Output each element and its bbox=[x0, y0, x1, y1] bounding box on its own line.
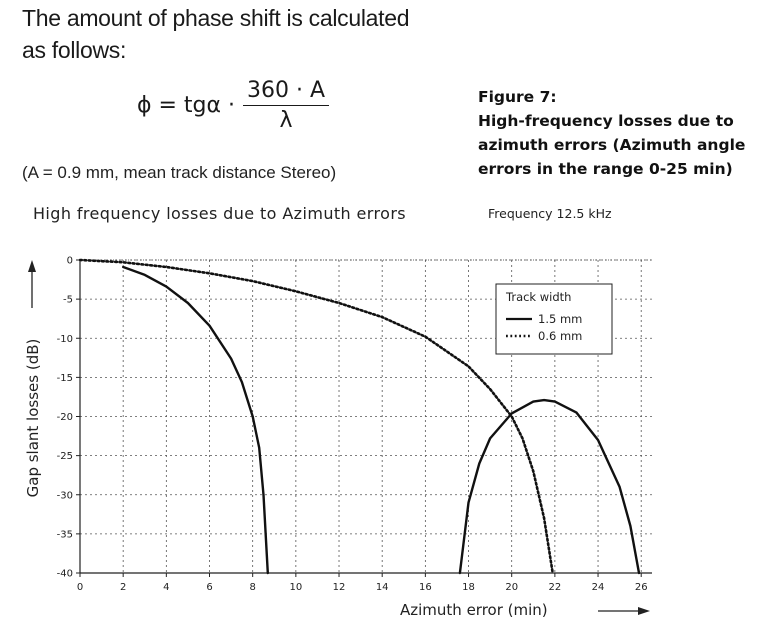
x-tick-label: 12 bbox=[333, 582, 346, 593]
caption-line-2: High-frequency losses due to bbox=[478, 112, 734, 130]
legend-label: 0.6 mm bbox=[538, 329, 582, 343]
figure-caption: Figure 7: High-frequency losses due to a… bbox=[478, 85, 745, 181]
formula-numerator: 360 · A bbox=[243, 78, 330, 106]
y-tick-label: -10 bbox=[57, 334, 73, 345]
series-line-1-5mm bbox=[458, 398, 641, 575]
x-axis-arrow-head bbox=[638, 607, 650, 615]
y-tick-label: -30 bbox=[57, 490, 73, 501]
y-tick-label: -25 bbox=[57, 451, 73, 462]
intro-line-2: as follows: bbox=[22, 37, 127, 63]
x-tick-label: 20 bbox=[505, 582, 518, 593]
caption-line-4: errors in the range 0-25 min) bbox=[478, 160, 733, 178]
formula-fraction: 360 · A λ bbox=[243, 78, 330, 133]
x-tick-label: 14 bbox=[376, 582, 389, 593]
phase-formula: ϕ = tgα · 360 · A λ bbox=[137, 78, 330, 133]
x-tick-label: 16 bbox=[419, 582, 432, 593]
intro-line-1: The amount of phase shift is calculated bbox=[22, 5, 410, 31]
y-tick-label: -15 bbox=[57, 373, 73, 384]
y-tick-label: -40 bbox=[57, 569, 73, 580]
x-tick-label: 10 bbox=[289, 582, 302, 593]
series-line-1-5mm bbox=[122, 265, 269, 575]
y-tick-label: -35 bbox=[57, 529, 73, 540]
chart-grid bbox=[80, 259, 652, 573]
x-tick-label: 24 bbox=[592, 582, 605, 593]
chart-axis-labels: Azimuth error (min) Gap slant losses (dB) bbox=[24, 260, 650, 619]
y-axis-label: Gap slant losses (dB) bbox=[24, 339, 42, 498]
x-tick-label: 22 bbox=[549, 582, 562, 593]
y-tick-label: -5 bbox=[63, 295, 73, 306]
chart-series bbox=[78, 258, 641, 575]
series-line-0-6mm bbox=[78, 258, 554, 575]
intro-text: The amount of phase shift is calculated … bbox=[22, 2, 410, 66]
x-tick-label: 2 bbox=[120, 582, 126, 593]
y-tick-label: 0 bbox=[67, 256, 73, 267]
legend-title: Track width bbox=[505, 290, 571, 304]
formula-denominator: λ bbox=[279, 108, 293, 133]
caption-line-1: Figure 7: bbox=[478, 88, 557, 106]
caption-line-3: azimuth errors (Azimuth angle bbox=[478, 136, 746, 154]
y-tick-label: -20 bbox=[57, 412, 73, 423]
x-tick-label: 26 bbox=[635, 582, 648, 593]
formula-note: (A = 0.9 mm, mean track distance Stereo) bbox=[22, 163, 337, 182]
chart-subtitle: Frequency 12.5 kHz bbox=[488, 206, 612, 221]
x-tick-label: 8 bbox=[249, 582, 255, 593]
chart-ticks: 0 2 4 6 8 10 12 14 16 18 20 22 24 260-5-10-15-20-25-3… bbox=[57, 256, 648, 594]
y-axis-arrow-head bbox=[28, 260, 36, 272]
chart-legend: Track width 1.5 mm 0.6 mm bbox=[495, 283, 613, 355]
legend-label: 1.5 mm bbox=[538, 312, 582, 326]
x-tick-label: 0 bbox=[77, 582, 83, 593]
x-tick-label: 18 bbox=[462, 582, 475, 593]
x-axis-label: Azimuth error (min) bbox=[400, 601, 548, 619]
x-tick-label: 4 bbox=[163, 582, 169, 593]
x-tick-label: 6 bbox=[206, 582, 212, 593]
formula-lhs: ϕ = tgα · bbox=[137, 93, 236, 118]
chart-title: High frequency losses due to Azimuth err… bbox=[33, 204, 407, 223]
